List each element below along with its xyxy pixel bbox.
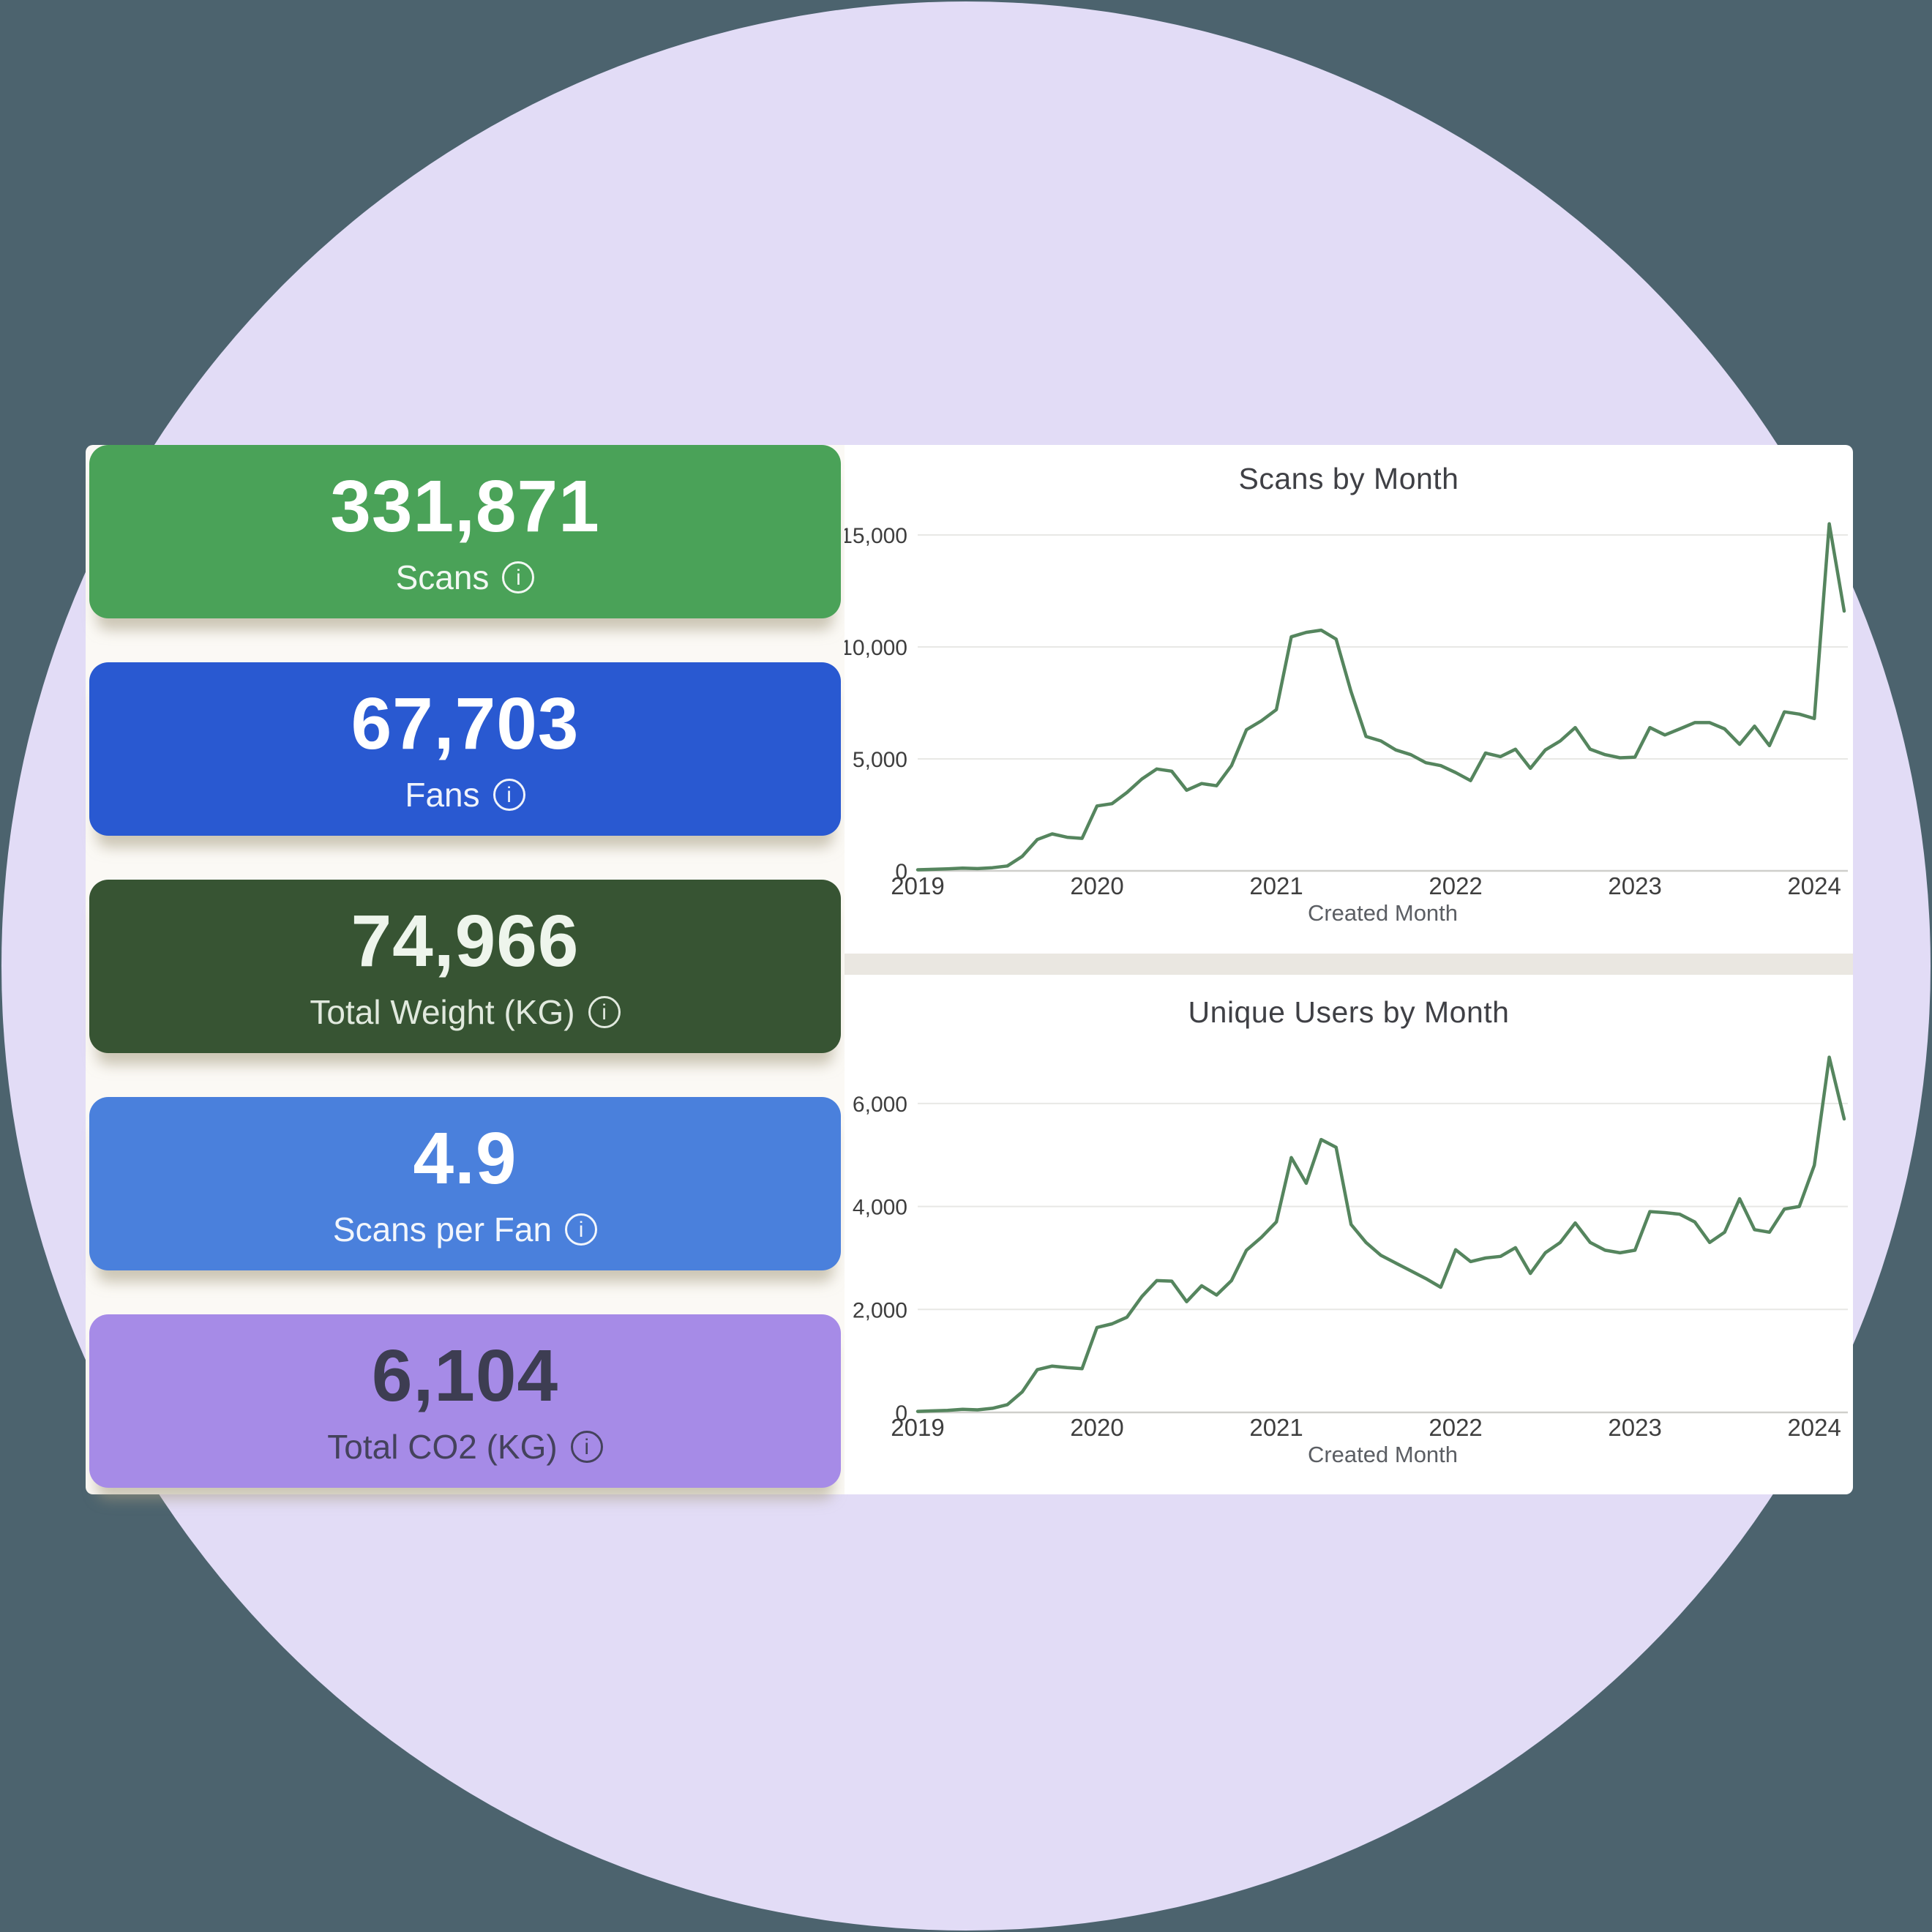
stat-label-scans-per-fan: Scans per Fan: [332, 1210, 553, 1248]
chart-block-scans-by-month: Scans by Month 0 5,000 10,000 15,000 2019 202…: [845, 445, 1853, 954]
stat-value-fans: 67,703: [351, 682, 580, 765]
stat-label-row: Total Weight (KG) i: [310, 992, 621, 1031]
info-icon[interactable]: i: [588, 995, 621, 1028]
stat-label-total-co2: Total CO2 (KG): [327, 1427, 558, 1466]
info-icon[interactable]: i: [570, 1430, 603, 1463]
stat-label-row: Fans i: [405, 778, 525, 812]
stat-label-scans: Scans: [395, 558, 490, 596]
svg-text:2021: 2021: [1249, 872, 1303, 899]
svg-text:2023: 2023: [1608, 1414, 1661, 1441]
svg-text:4,000: 4,000: [853, 1196, 907, 1220]
stat-label-fans: Fans: [405, 775, 480, 814]
svg-text:0: 0: [895, 1401, 907, 1426]
scans-by-month-line-chart[interactable]: 0 5,000 10,000 15,000 2019 2020 2021 2022 2023 20…: [845, 496, 1853, 954]
charts-divider: [845, 954, 1853, 975]
info-icon[interactable]: i: [502, 561, 535, 594]
svg-text:2021: 2021: [1249, 1414, 1303, 1441]
svg-text:2022: 2022: [1429, 1414, 1482, 1441]
stat-label-row: Scans per Fan i: [332, 1210, 598, 1248]
svg-text:2023: 2023: [1608, 872, 1661, 899]
svg-text:0: 0: [895, 860, 907, 884]
stat-card-fans: 67,703 Fans i: [89, 662, 841, 836]
svg-text:2020: 2020: [1070, 872, 1123, 899]
svg-text:2,000: 2,000: [853, 1298, 907, 1322]
analytics-dashboard: 331,871 Scans i 67,703 Fans i 74,966 Tot…: [86, 445, 1853, 1494]
stat-label-row: Scans i: [396, 561, 535, 594]
stat-card-scans-per-fan: 4.9 Scans per Fan i: [89, 1097, 841, 1270]
charts-panel: Scans by Month 0 5,000 10,000 15,000 2019 202…: [845, 445, 1853, 1494]
svg-text:6,000: 6,000: [853, 1093, 907, 1117]
stat-value-scans: 331,871: [330, 465, 600, 547]
svg-text:2019: 2019: [891, 872, 944, 899]
info-icon[interactable]: i: [565, 1213, 598, 1246]
svg-text:5,000: 5,000: [853, 748, 907, 772]
svg-text:Created Month: Created Month: [1308, 900, 1458, 926]
svg-text:15,000: 15,000: [845, 524, 907, 548]
unique-users-by-month-line-chart[interactable]: 0 2,000 4,000 6,000 2019 2020 2021 2022 2023 2024…: [845, 1030, 1853, 1494]
stat-label-row: Total CO2 (KG) i: [327, 1427, 603, 1466]
stat-label-total-weight: Total Weight (KG): [310, 992, 575, 1031]
stat-card-total-weight: 74,966 Total Weight (KG) i: [89, 880, 841, 1053]
stats-panel: 331,871 Scans i 67,703 Fans i 74,966 Tot…: [86, 445, 845, 1494]
chart-block-unique-users-by-month: Unique Users by Month 0 2,000 4,000 6,000 20…: [845, 975, 1853, 1494]
stat-value-scans-per-fan: 4.9: [413, 1117, 517, 1199]
stat-card-scans: 331,871 Scans i: [89, 445, 841, 618]
svg-text:2020: 2020: [1070, 1414, 1123, 1441]
chart-title-scans-by-month: Scans by Month: [1238, 462, 1459, 495]
svg-text:10,000: 10,000: [845, 636, 907, 660]
stat-value-total-co2: 6,104: [371, 1334, 559, 1417]
stat-card-total-co2: 6,104 Total CO2 (KG) i: [89, 1314, 841, 1488]
chart-title-unique-users-by-month: Unique Users by Month: [1188, 995, 1510, 1029]
stat-value-total-weight: 74,966: [351, 899, 580, 982]
svg-text:2024: 2024: [1787, 872, 1841, 899]
svg-text:2022: 2022: [1429, 872, 1482, 899]
svg-text:Created Month: Created Month: [1308, 1442, 1458, 1467]
svg-text:2024: 2024: [1787, 1414, 1841, 1441]
svg-text:2019: 2019: [891, 1414, 944, 1441]
info-icon[interactable]: i: [493, 778, 525, 811]
